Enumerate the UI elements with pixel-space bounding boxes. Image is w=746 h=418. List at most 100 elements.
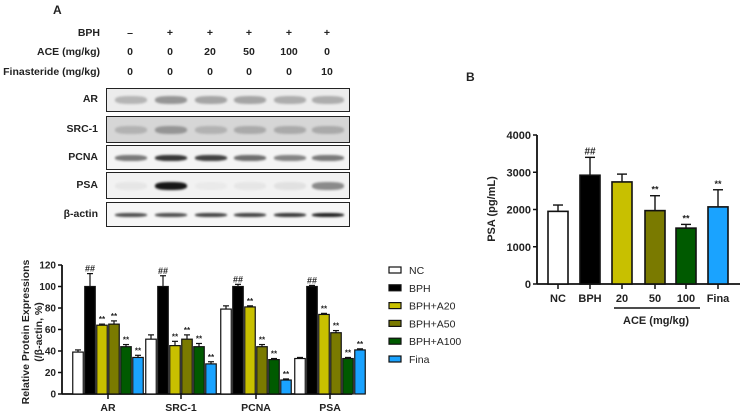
blot-band bbox=[312, 96, 344, 104]
x-axis-label: ACE (mg/kg) bbox=[623, 315, 689, 327]
bar bbox=[318, 313, 330, 395]
panel-b-label: B bbox=[466, 70, 475, 84]
blot-band bbox=[155, 212, 187, 217]
blot-band bbox=[155, 181, 187, 190]
blot-band bbox=[312, 154, 344, 161]
x-category-label: PCNA bbox=[241, 402, 271, 414]
significance-mark: ## bbox=[233, 274, 243, 284]
treatment-value: 20 bbox=[204, 46, 216, 58]
treatment-value: 100 bbox=[280, 46, 298, 58]
y-axis-sublabel: (/β-actin, %) bbox=[33, 302, 45, 362]
blot-band bbox=[115, 154, 147, 161]
treatment-value: 0 bbox=[246, 66, 252, 78]
y-tick-label: 80 bbox=[45, 304, 57, 315]
legend-label: BPH+A20 bbox=[409, 301, 456, 313]
legend-swatch bbox=[388, 319, 402, 327]
significance-mark: ## bbox=[307, 275, 317, 285]
y-tick-label: 4000 bbox=[507, 130, 531, 142]
blot-band bbox=[115, 125, 147, 134]
legend-swatch bbox=[388, 337, 402, 345]
treatment-value: 0 bbox=[127, 46, 133, 58]
significance-mark: ** bbox=[714, 179, 722, 189]
treatment-value: 0 bbox=[286, 66, 292, 78]
blot-band bbox=[274, 154, 306, 161]
legend-label: BPH bbox=[409, 283, 431, 295]
y-axis-label: PSA (pg/mL) bbox=[486, 176, 498, 242]
y-axis-label: Relative Protein Expressions bbox=[20, 259, 32, 404]
blot-band bbox=[274, 212, 306, 217]
significance-mark: ** bbox=[196, 334, 203, 343]
y-tick-label: 20 bbox=[45, 368, 57, 379]
x-category-label: 100 bbox=[677, 293, 695, 305]
legend-label: BPH+A50 bbox=[409, 318, 456, 330]
bar bbox=[547, 210, 569, 285]
treatment-value: 10 bbox=[321, 66, 333, 78]
blot-label: PCNA bbox=[68, 150, 98, 163]
y-tick-label: 60 bbox=[45, 325, 57, 336]
treatment-value: + bbox=[285, 27, 293, 39]
bar bbox=[205, 363, 217, 395]
bar bbox=[220, 308, 232, 395]
blot-band bbox=[115, 212, 147, 217]
bar bbox=[120, 346, 132, 395]
blot-strip bbox=[106, 202, 350, 227]
legend-swatch bbox=[388, 284, 402, 292]
chart-b-psa-levels: 0 1000 2000 3000 4000 PSA (pg/mL) NC ## BPH 20 ** 5… bbox=[486, 130, 740, 327]
blot-band bbox=[155, 125, 187, 134]
bar bbox=[675, 227, 697, 285]
x-category-label: NC bbox=[550, 293, 566, 305]
blot-strip bbox=[106, 145, 350, 170]
significance-mark: ## bbox=[158, 266, 168, 276]
bar bbox=[306, 285, 318, 395]
bar bbox=[268, 359, 280, 395]
bar bbox=[280, 379, 292, 395]
y-tick-label: 3000 bbox=[507, 167, 531, 179]
treatment-value: 0 bbox=[127, 66, 133, 78]
y-tick-label: 2000 bbox=[507, 205, 531, 217]
treatment-value: 0 bbox=[167, 66, 173, 78]
blot-label: AR bbox=[82, 93, 98, 105]
significance-mark: ** bbox=[321, 304, 328, 313]
blot-band bbox=[234, 125, 266, 134]
bar bbox=[644, 209, 666, 285]
blot-band bbox=[312, 125, 344, 134]
blot-band bbox=[274, 96, 306, 104]
blot-strip bbox=[106, 88, 350, 112]
blot-label: PSA bbox=[76, 178, 98, 191]
blot-band bbox=[274, 181, 306, 190]
significance-mark: ** bbox=[247, 297, 254, 306]
blot-band bbox=[234, 154, 266, 161]
bar bbox=[132, 356, 144, 395]
bar bbox=[84, 285, 96, 395]
x-category-label: SRC-1 bbox=[165, 402, 197, 414]
blot-band bbox=[155, 96, 187, 104]
blot-band bbox=[234, 212, 266, 217]
legend-swatch bbox=[388, 302, 402, 310]
blot-strip bbox=[106, 172, 350, 199]
bar bbox=[157, 285, 169, 395]
legend-label: BPH+A100 bbox=[409, 336, 461, 348]
significance-mark: ** bbox=[333, 322, 340, 331]
x-category-label: Fina bbox=[707, 293, 730, 305]
blot-band bbox=[274, 125, 306, 134]
treatment-label: ACE (mg/kg) bbox=[37, 46, 100, 58]
treatment-value: + bbox=[166, 27, 174, 39]
bar bbox=[294, 357, 306, 395]
legend-swatch bbox=[388, 355, 402, 363]
significance-mark: ** bbox=[357, 340, 364, 349]
y-tick-label: 100 bbox=[39, 282, 56, 293]
bar bbox=[193, 346, 205, 395]
x-category-label: 50 bbox=[649, 293, 661, 305]
legend-label: Fina bbox=[409, 354, 430, 366]
blot-band bbox=[115, 96, 147, 104]
treatment-value: 0 bbox=[167, 46, 173, 58]
bar bbox=[707, 206, 729, 285]
blot-band bbox=[115, 181, 147, 190]
x-category-label: 20 bbox=[616, 293, 628, 305]
legend-swatch bbox=[388, 266, 402, 274]
bar bbox=[232, 285, 244, 395]
bar bbox=[330, 332, 342, 395]
legend-label: NC bbox=[409, 265, 425, 277]
x-category-label: BPH bbox=[578, 293, 601, 305]
blot-band bbox=[195, 212, 227, 217]
